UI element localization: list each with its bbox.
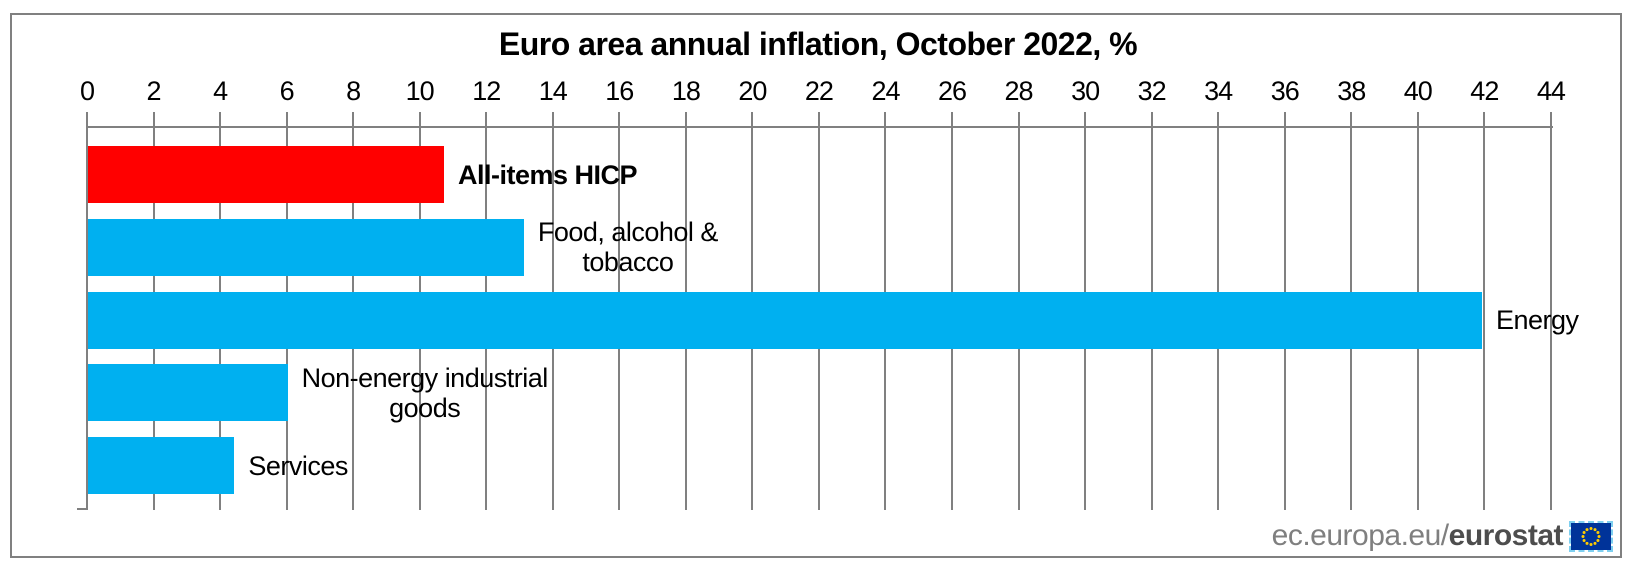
x-tick-mark-10 — [418, 112, 421, 128]
axis-bottom-stub — [77, 508, 88, 510]
eu-flag-icon — [1569, 520, 1613, 552]
bar-services — [88, 437, 235, 495]
x-tick-mark-38 — [1350, 112, 1353, 128]
bar-label-services: Services — [248, 450, 348, 481]
x-tick-label-8: 8 — [346, 76, 361, 106]
x-tick-mark-32 — [1150, 112, 1153, 128]
x-tick-label-10: 10 — [405, 76, 435, 106]
x-tick-mark-16 — [618, 112, 621, 128]
footer-credit: ec.europa.eu/eurostat — [1272, 519, 1613, 553]
x-tick-label-22: 22 — [804, 76, 834, 106]
gridline-42 — [1483, 127, 1486, 510]
x-tick-mark-14 — [551, 112, 554, 128]
x-axis-line — [87, 126, 1553, 128]
chart-title: Euro area annual inflation, October 2022… — [498, 26, 1138, 62]
x-tick-mark-24 — [884, 112, 887, 128]
x-tick-mark-22 — [817, 112, 820, 128]
x-tick-mark-6 — [285, 112, 288, 128]
x-tick-mark-44 — [1549, 112, 1552, 128]
bar-label-food-alcohol-tobacco: Food, alcohol & tobacco — [537, 217, 719, 278]
footer-url-prefix: ec.europa.eu/ — [1271, 519, 1449, 552]
x-tick-label-0: 0 — [79, 76, 95, 106]
x-tick-mark-30 — [1084, 112, 1087, 128]
x-tick-mark-28 — [1017, 112, 1020, 128]
bar-energy — [88, 291, 1482, 349]
bar-label-all-items-hicp: All-items HICP — [457, 159, 638, 190]
x-tick-label-4: 4 — [213, 76, 228, 106]
x-tick-label-18: 18 — [671, 76, 701, 106]
x-tick-label-32: 32 — [1137, 76, 1167, 106]
x-tick-mark-8 — [352, 112, 355, 128]
x-tick-mark-20 — [751, 112, 754, 128]
x-tick-label-24: 24 — [871, 76, 900, 106]
x-tick-label-12: 12 — [472, 76, 501, 106]
x-tick-mark-4 — [219, 112, 222, 128]
x-tick-label-14: 14 — [538, 76, 568, 106]
x-tick-label-20: 20 — [738, 76, 767, 106]
x-tick-mark-40 — [1416, 112, 1419, 128]
x-tick-label-34: 34 — [1204, 76, 1233, 106]
x-tick-mark-36 — [1283, 112, 1286, 128]
gridline-44 — [1549, 127, 1552, 510]
x-tick-label-26: 26 — [937, 76, 967, 106]
bar-food-alcohol-tobacco — [88, 218, 524, 276]
x-tick-label-44: 44 — [1536, 76, 1566, 106]
x-tick-label-2: 2 — [146, 76, 162, 106]
x-tick-mark-0 — [86, 112, 88, 128]
bar-non-energy-industrial-goods — [88, 364, 288, 422]
x-tick-label-28: 28 — [1004, 76, 1034, 106]
x-tick-mark-12 — [485, 112, 488, 128]
chart-frame — [10, 13, 1622, 558]
x-tick-mark-18 — [684, 112, 687, 128]
x-tick-label-36: 36 — [1270, 76, 1300, 106]
bar-label-non-energy-industrial-goods: Non-energy industrial goods — [301, 362, 549, 423]
x-tick-label-40: 40 — [1403, 76, 1433, 106]
x-tick-label-38: 38 — [1337, 76, 1366, 106]
x-tick-mark-42 — [1483, 112, 1486, 128]
bar-label-energy: Energy — [1496, 305, 1579, 336]
x-tick-label-16: 16 — [605, 76, 634, 106]
bar-all-items-hicp — [88, 146, 444, 203]
gridline-0 — [86, 127, 88, 510]
x-tick-label-30: 30 — [1071, 76, 1100, 106]
x-tick-mark-26 — [951, 112, 954, 128]
footer-eurostat-wordmark: eurostat — [1448, 519, 1564, 552]
x-tick-label-6: 6 — [279, 76, 295, 106]
x-tick-label-42: 42 — [1470, 76, 1499, 106]
x-tick-mark-34 — [1217, 112, 1220, 128]
x-tick-mark-2 — [152, 112, 155, 128]
